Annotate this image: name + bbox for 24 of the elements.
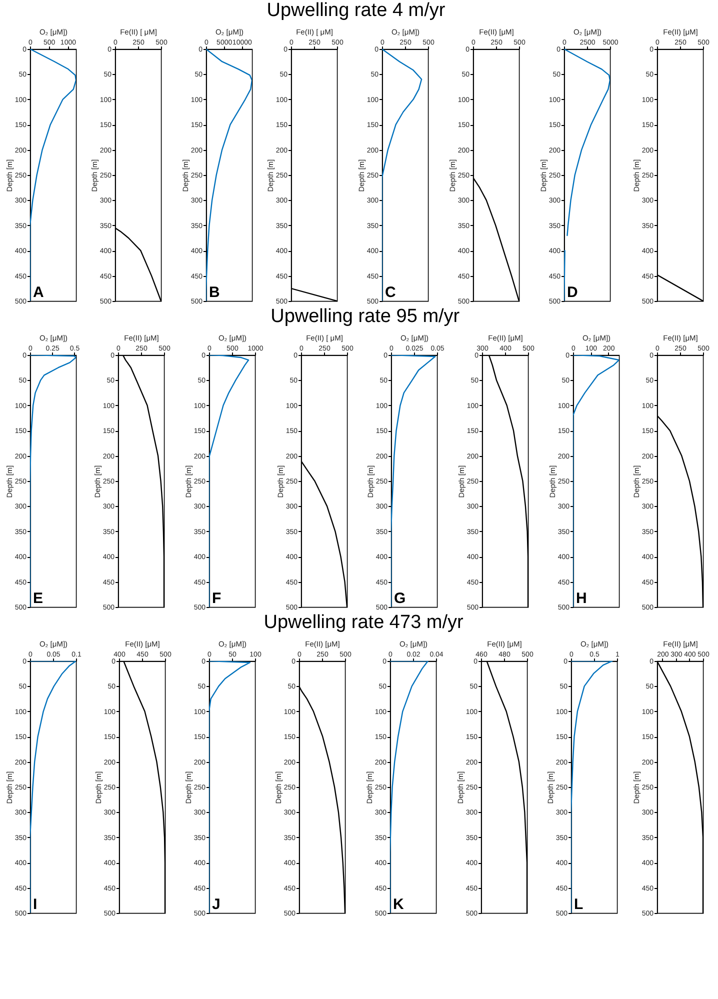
annotation: B (209, 284, 220, 301)
annotation: J (212, 896, 221, 913)
line-series (123, 661, 166, 913)
annotation: F (212, 590, 221, 607)
line-series (122, 355, 164, 607)
line-series (391, 355, 436, 607)
annotation: D (567, 284, 578, 301)
line-series (30, 49, 76, 301)
chart-title: Upwelling rate 473 m/yr (264, 612, 464, 634)
line-series (206, 49, 252, 301)
annotation: H (576, 590, 587, 607)
line-series (486, 661, 527, 913)
annotation: G (394, 590, 406, 607)
line-series (30, 661, 76, 913)
annotation: K (392, 896, 404, 913)
annotation: E (33, 590, 44, 607)
line-series (30, 355, 76, 607)
annotation: I (33, 896, 38, 913)
annotation: A (33, 284, 44, 301)
chart-title: Upwelling rate 4 m/yr (266, 0, 446, 22)
line-series (572, 355, 619, 607)
annotation: L (574, 896, 584, 913)
chart-title: Upwelling rate 95 m/yr (270, 306, 460, 328)
annotation: C (385, 284, 396, 301)
